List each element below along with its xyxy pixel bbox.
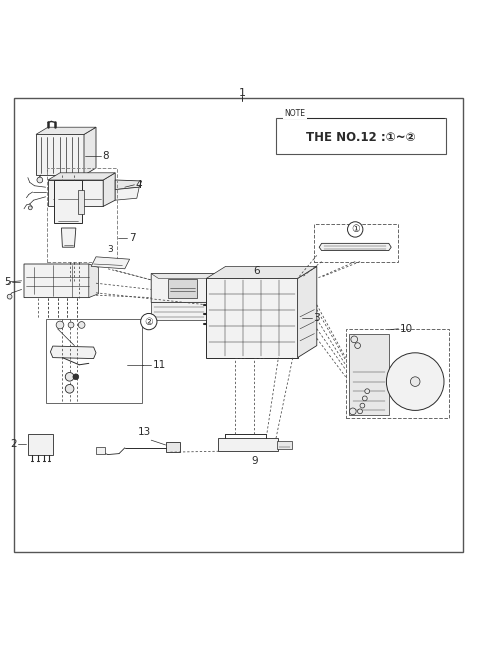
Circle shape <box>351 336 358 343</box>
Bar <box>28 434 53 454</box>
Polygon shape <box>218 438 278 451</box>
Circle shape <box>78 321 85 329</box>
Polygon shape <box>61 228 76 247</box>
Polygon shape <box>298 266 317 358</box>
Text: 8: 8 <box>102 151 109 161</box>
Bar <box>314 224 398 262</box>
Bar <box>346 329 449 417</box>
Text: 2: 2 <box>11 439 17 450</box>
Polygon shape <box>319 244 391 251</box>
Polygon shape <box>103 173 115 207</box>
Circle shape <box>358 409 362 414</box>
Circle shape <box>348 222 363 237</box>
Polygon shape <box>151 273 245 303</box>
Circle shape <box>386 353 444 410</box>
Polygon shape <box>206 266 317 279</box>
Bar <box>166 441 180 452</box>
Circle shape <box>7 294 12 299</box>
Polygon shape <box>50 346 96 358</box>
Bar <box>78 190 84 214</box>
Circle shape <box>355 343 360 349</box>
Polygon shape <box>54 180 82 223</box>
Polygon shape <box>84 127 96 175</box>
Circle shape <box>56 321 64 329</box>
Polygon shape <box>115 180 142 190</box>
Polygon shape <box>36 127 96 134</box>
Polygon shape <box>89 264 98 297</box>
Circle shape <box>65 373 74 381</box>
Circle shape <box>349 408 356 415</box>
Circle shape <box>65 384 74 393</box>
Text: 11: 11 <box>153 360 166 370</box>
Circle shape <box>362 396 367 401</box>
Circle shape <box>360 403 365 408</box>
Text: 3: 3 <box>313 313 320 323</box>
Text: NOTE: NOTE <box>285 109 306 117</box>
Polygon shape <box>115 187 139 200</box>
Polygon shape <box>91 257 130 269</box>
Circle shape <box>37 177 43 183</box>
Bar <box>276 117 446 154</box>
Polygon shape <box>151 303 206 320</box>
Polygon shape <box>36 134 84 175</box>
Text: 10: 10 <box>399 324 412 334</box>
Polygon shape <box>151 273 245 279</box>
Text: ①: ① <box>351 224 360 235</box>
Polygon shape <box>48 173 115 180</box>
Text: THE NO.12 :①~②: THE NO.12 :①~② <box>306 131 416 144</box>
Circle shape <box>73 374 79 380</box>
Text: 4: 4 <box>136 179 143 190</box>
Bar <box>47 168 117 262</box>
Bar <box>277 441 292 449</box>
Text: 13: 13 <box>137 427 151 437</box>
Circle shape <box>141 314 157 330</box>
Polygon shape <box>238 273 245 303</box>
Text: 5: 5 <box>4 277 11 287</box>
Bar <box>96 447 105 454</box>
Text: 7: 7 <box>129 233 135 242</box>
Polygon shape <box>48 180 103 207</box>
Circle shape <box>410 376 420 386</box>
Bar <box>46 319 142 403</box>
Text: 1: 1 <box>239 87 246 98</box>
Polygon shape <box>349 334 389 415</box>
Text: 9: 9 <box>251 456 258 466</box>
Circle shape <box>365 389 370 393</box>
Polygon shape <box>206 279 298 358</box>
Polygon shape <box>24 264 96 297</box>
Circle shape <box>68 322 74 328</box>
Text: 3: 3 <box>108 246 113 255</box>
Text: ②: ② <box>144 317 153 327</box>
Circle shape <box>28 206 32 210</box>
Bar <box>168 279 197 297</box>
Text: 6: 6 <box>253 266 260 276</box>
